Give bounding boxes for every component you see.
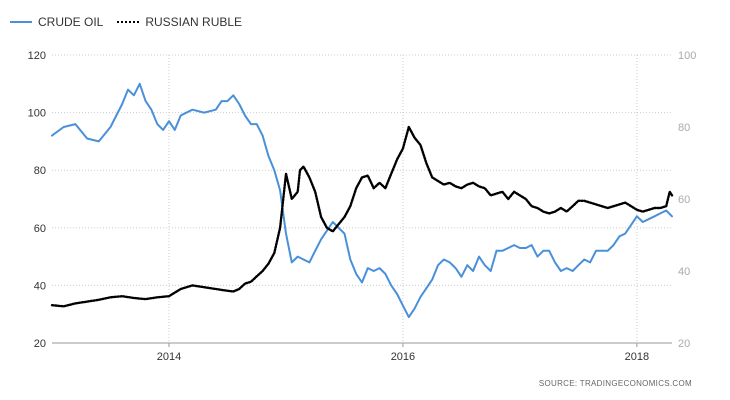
legend-label-russian-ruble: RUSSIAN RUBLE <box>145 15 243 29</box>
y-left-tick-label: 80 <box>34 165 46 177</box>
legend-item-crude-oil[interactable]: CRUDE OIL <box>10 15 103 29</box>
y-right-tick-label: 20 <box>678 338 690 350</box>
y-left-tick-label: 120 <box>28 50 46 62</box>
y-right-tick-label: 100 <box>678 50 696 62</box>
series-line-russian-ruble <box>50 125 674 308</box>
y-left-tick-label: 40 <box>34 280 46 292</box>
y-left-tick-label: 20 <box>34 338 46 350</box>
source-note: SOURCE: TRADINGECONOMICS.COM <box>538 379 692 388</box>
y-right-tick-label: 40 <box>678 266 690 278</box>
y-left-tick-label: 60 <box>34 223 46 235</box>
y-left-tick-label: 100 <box>28 108 46 120</box>
chart-legend: CRUDE OIL RUSSIAN RUBLE <box>10 12 256 32</box>
x-tick-label: 2016 <box>391 351 415 363</box>
legend-swatch-russian-ruble <box>117 21 140 23</box>
series-line-crude-oil <box>51 82 673 319</box>
legend-label-crude-oil: CRUDE OIL <box>38 15 104 29</box>
y-right-tick-label: 80 <box>678 122 690 134</box>
x-tick-label: 2014 <box>157 351 181 363</box>
y-right-tick-label: 60 <box>678 194 690 206</box>
x-tick-label: 2018 <box>625 351 649 363</box>
legend-item-russian-ruble[interactable]: RUSSIAN RUBLE <box>117 15 242 29</box>
legend-swatch-crude-oil <box>10 21 32 23</box>
